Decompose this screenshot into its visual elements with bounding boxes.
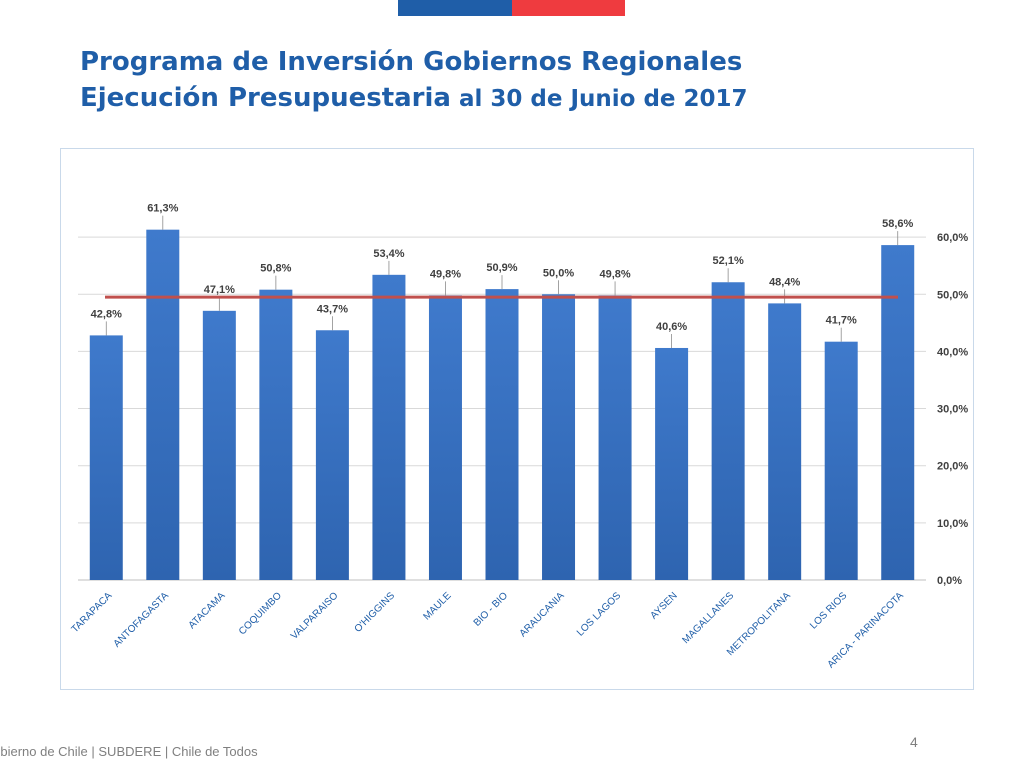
y-tick-label: 0,0% (937, 575, 962, 587)
bar (711, 282, 745, 580)
category-label: ARAUCANIA (518, 590, 567, 639)
bar (428, 295, 462, 580)
bar (315, 330, 349, 580)
category-label: TARAPACA (70, 590, 115, 635)
y-tick-label: 60,0% (937, 232, 968, 244)
y-tick-label: 40,0% (937, 346, 968, 358)
category-label: LOS RIOS (808, 590, 849, 631)
y-tick-label: 20,0% (937, 461, 968, 473)
data-label: 50,9% (486, 262, 517, 274)
category-label: ANTOFAGASTA (112, 590, 172, 650)
bar (655, 347, 689, 580)
category-label: MAGALLANES (681, 590, 737, 646)
category-label: BIO - BIO (472, 590, 511, 629)
y-tick-label: 10,0% (937, 518, 968, 530)
chart-frame (60, 148, 974, 690)
footer-text: Gobierno de Chile | SUBDERE | Chile de T… (0, 744, 258, 759)
page-title: Programa de Inversión Gobiernos Regional… (80, 44, 748, 117)
y-tick-label: 50,0% (937, 289, 968, 301)
bar (824, 341, 858, 580)
category-label: COQUIMBO (237, 590, 284, 637)
data-label: 50,0% (543, 267, 574, 279)
data-label: 48,4% (769, 276, 800, 288)
bar (542, 294, 576, 580)
bar (259, 289, 293, 580)
data-label: 53,4% (373, 248, 404, 260)
footer: Gobierno de Chile | SUBDERE | Chile de T… (0, 744, 300, 762)
category-label: AYSEN (648, 590, 679, 621)
flag-red-stripe (512, 0, 625, 16)
bar (485, 289, 519, 580)
page-number: 4 (910, 734, 918, 750)
bar (881, 245, 915, 580)
data-label: 41,7% (826, 315, 857, 327)
data-label: 52,1% (713, 255, 744, 267)
title-line-2-rest: al 30 de Junio de 2017 (450, 86, 748, 112)
data-label: 47,1% (204, 284, 235, 296)
data-label: 50,8% (260, 263, 291, 275)
category-label: METROPOLITANA (725, 590, 793, 658)
category-label: VALPARAISO (289, 590, 341, 642)
data-label: 42,8% (91, 308, 122, 320)
bar (372, 274, 406, 580)
data-label: 61,3% (147, 203, 178, 215)
bar (89, 335, 123, 580)
bar (202, 310, 236, 580)
bar (146, 229, 180, 580)
category-label: LOS LAGOS (575, 590, 623, 638)
category-label: MAULE (421, 590, 453, 622)
data-label: 43,7% (317, 303, 348, 315)
data-label: 40,6% (656, 321, 687, 333)
data-label: 49,8% (599, 268, 630, 280)
category-label: O'HIGGINS (353, 590, 398, 635)
title-line-2-bold: Ejecución Presupuestaria (80, 83, 451, 113)
y-tick-label: 30,0% (937, 404, 968, 416)
bar (598, 295, 632, 580)
bar (768, 303, 802, 580)
category-label: ATACAMA (187, 590, 228, 631)
title-line-1: Programa de Inversión Gobiernos Regional… (80, 47, 743, 77)
data-label: 49,8% (430, 268, 461, 280)
flag-blue-stripe (398, 0, 512, 16)
data-label: 58,6% (882, 218, 913, 230)
